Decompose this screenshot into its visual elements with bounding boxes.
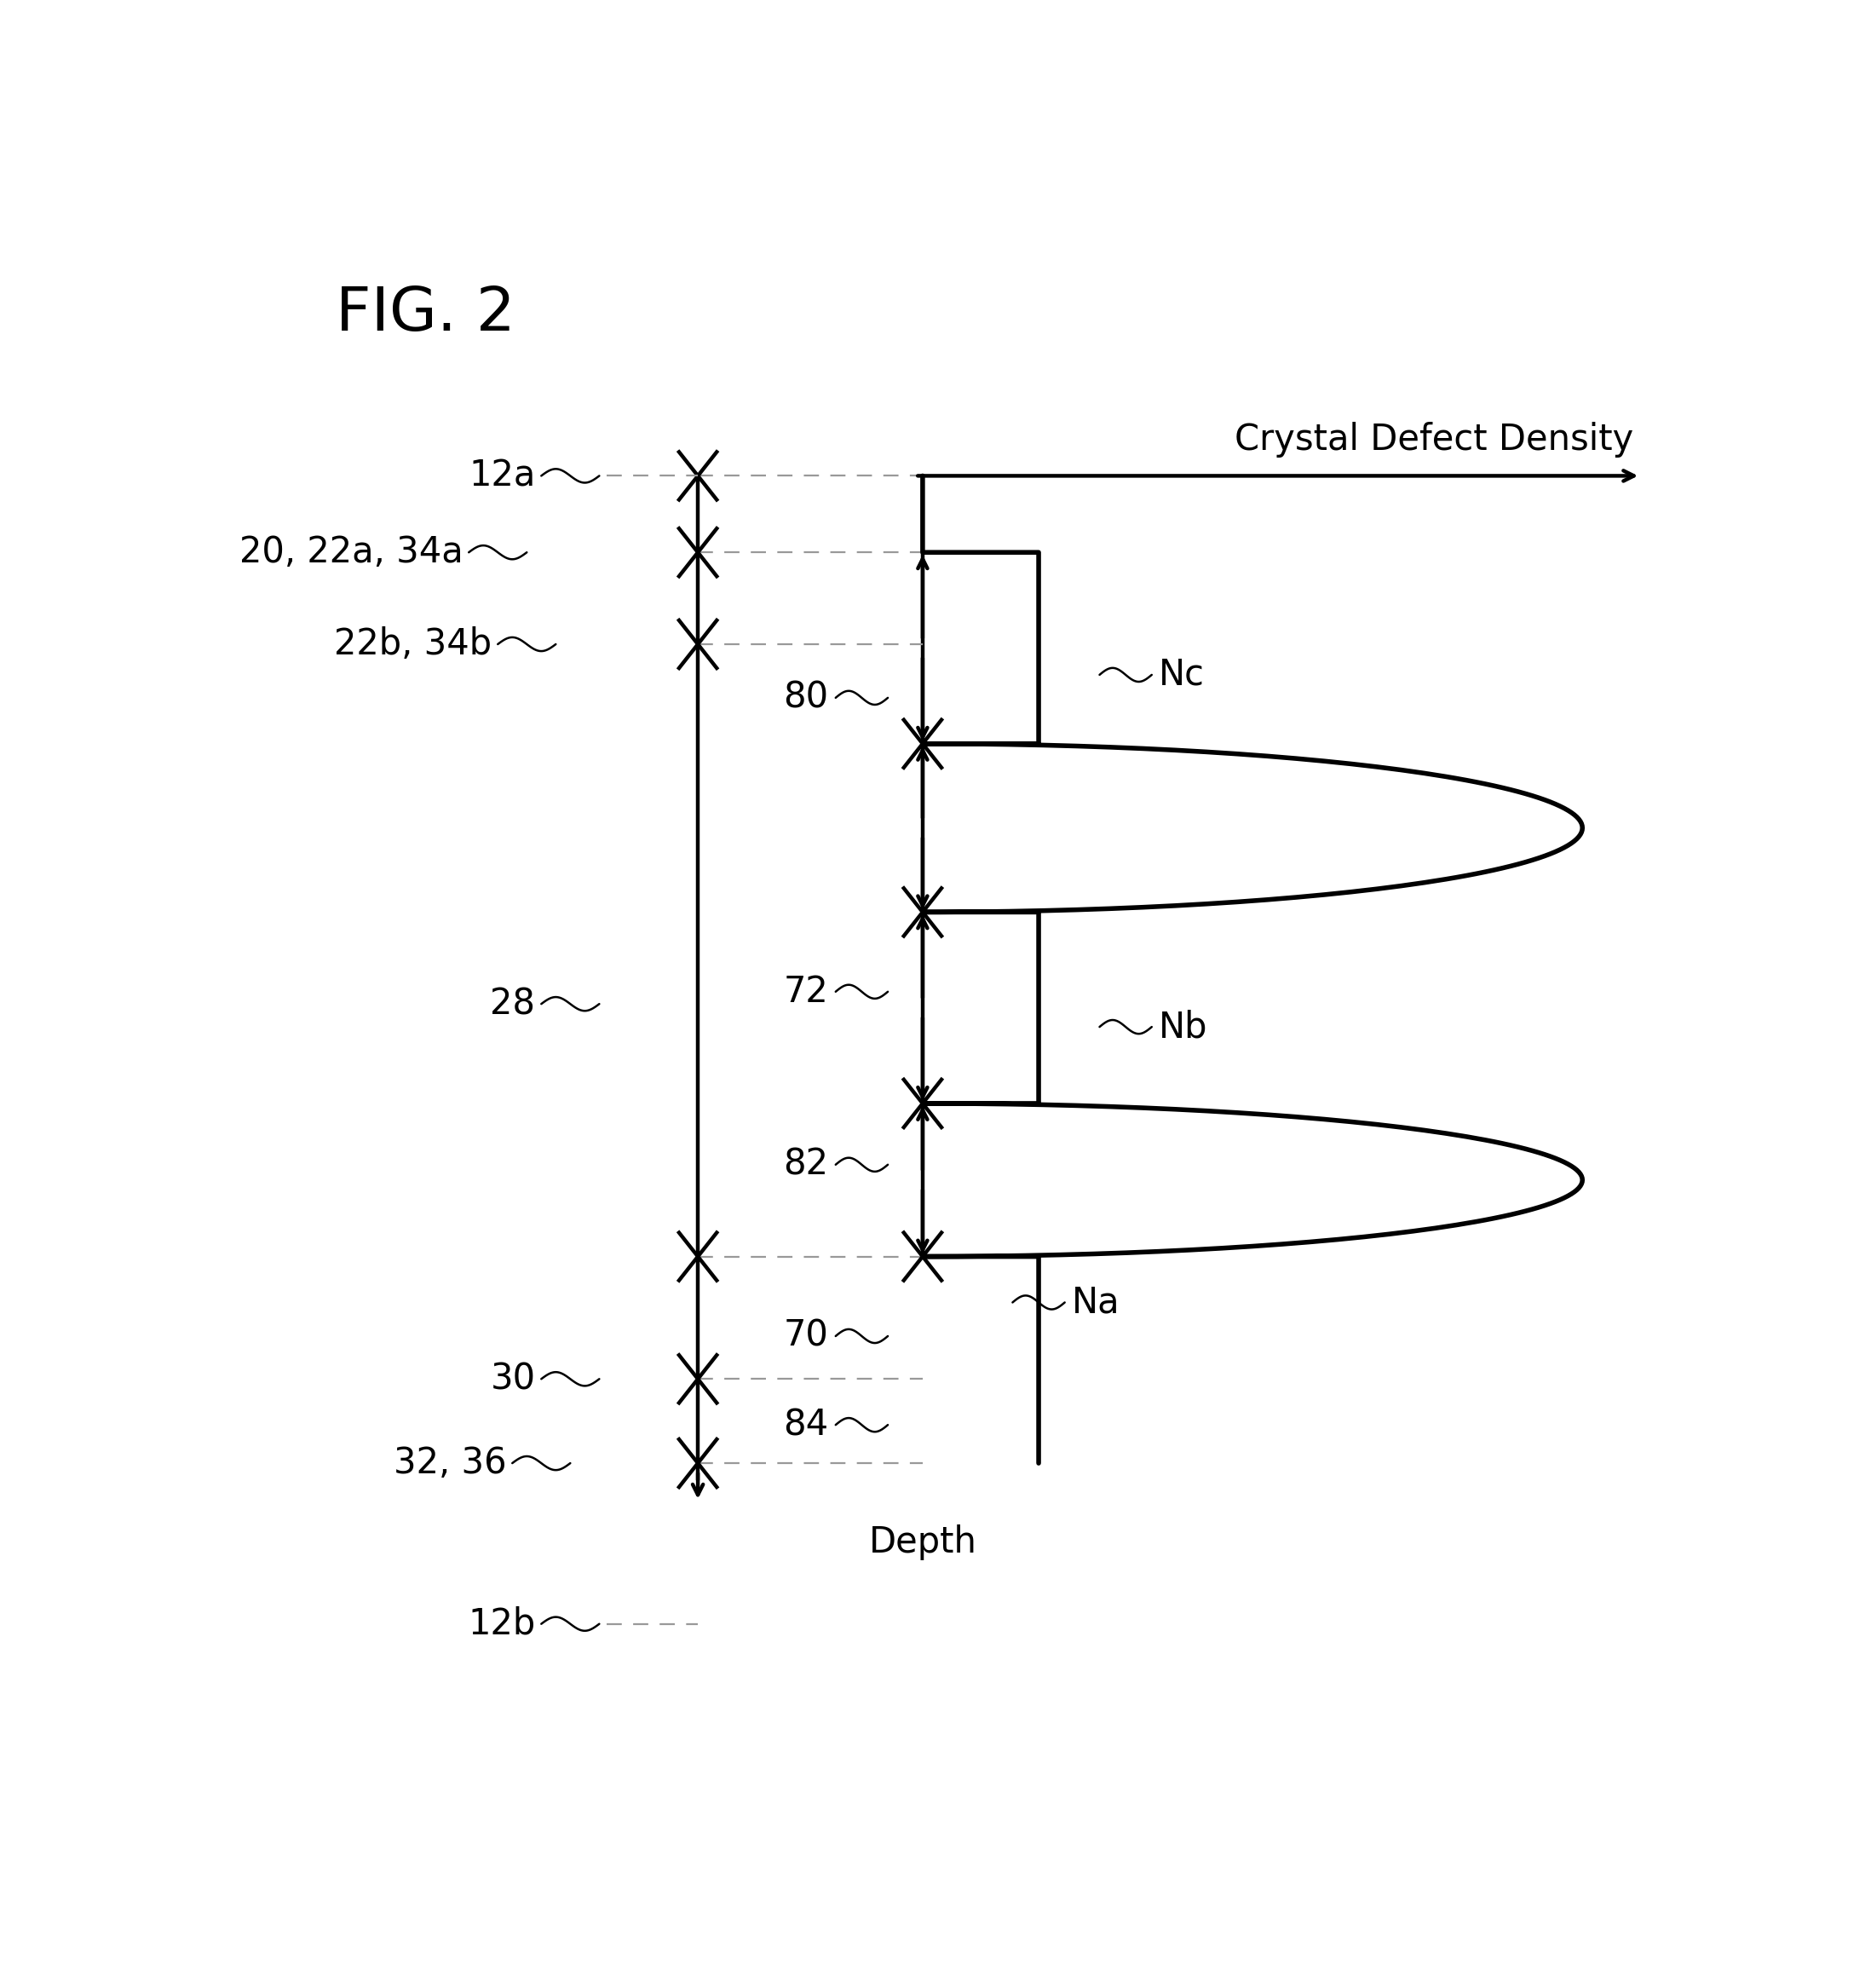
Text: Nc: Nc <box>1158 656 1205 692</box>
Text: Na: Na <box>1072 1284 1121 1320</box>
Text: 22b, 34b: 22b, 34b <box>335 626 492 662</box>
Text: 30: 30 <box>490 1362 535 1398</box>
Text: 12b: 12b <box>468 1606 535 1642</box>
Text: FIG. 2: FIG. 2 <box>335 284 515 344</box>
Text: Depth: Depth <box>868 1525 977 1561</box>
Text: 80: 80 <box>784 680 829 716</box>
Text: 70: 70 <box>784 1318 829 1354</box>
Text: 82: 82 <box>784 1147 829 1183</box>
Text: 72: 72 <box>784 974 829 1010</box>
Text: 28: 28 <box>490 986 535 1022</box>
Text: 84: 84 <box>784 1408 829 1443</box>
Text: Crystal Defect Density: Crystal Defect Density <box>1235 421 1633 457</box>
Text: 20, 22a, 34a: 20, 22a, 34a <box>239 535 462 571</box>
Text: Nb: Nb <box>1158 1010 1209 1046</box>
Text: 12a: 12a <box>470 457 535 493</box>
Text: 32, 36: 32, 36 <box>393 1445 507 1481</box>
